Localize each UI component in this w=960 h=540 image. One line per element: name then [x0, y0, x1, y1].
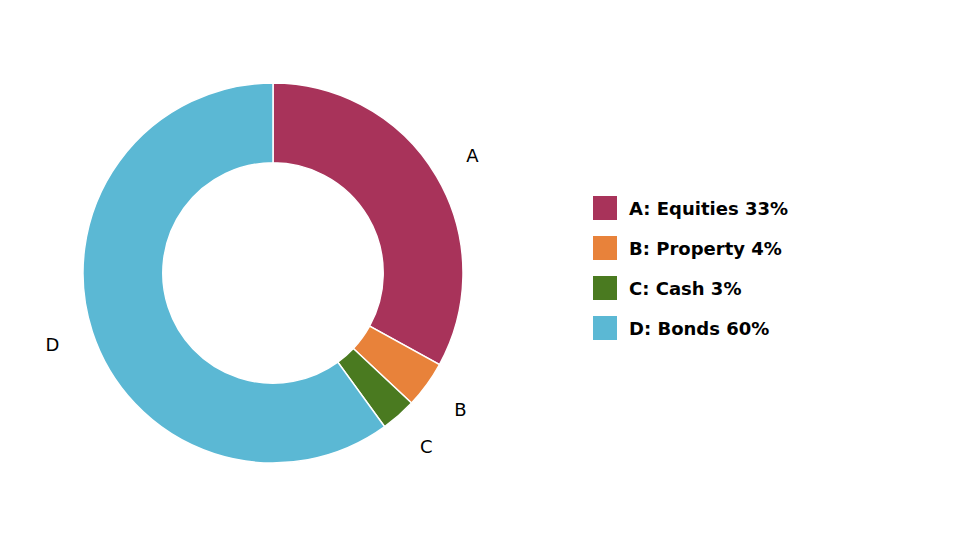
html-text:D: Bonds 60%: D: Bonds 60% — [629, 317, 770, 339]
svg-text:B: B — [454, 399, 466, 420]
svg-text:A: A — [466, 145, 479, 166]
svg-text:D: D — [46, 334, 60, 355]
html-text:B: Property 4%: B: Property 4% — [629, 237, 782, 259]
html-text:A: Equities 33%: A: Equities 33% — [629, 197, 788, 219]
svg-text:C: C — [420, 436, 433, 457]
html-text:C: Cash 3%: C: Cash 3% — [629, 277, 742, 299]
